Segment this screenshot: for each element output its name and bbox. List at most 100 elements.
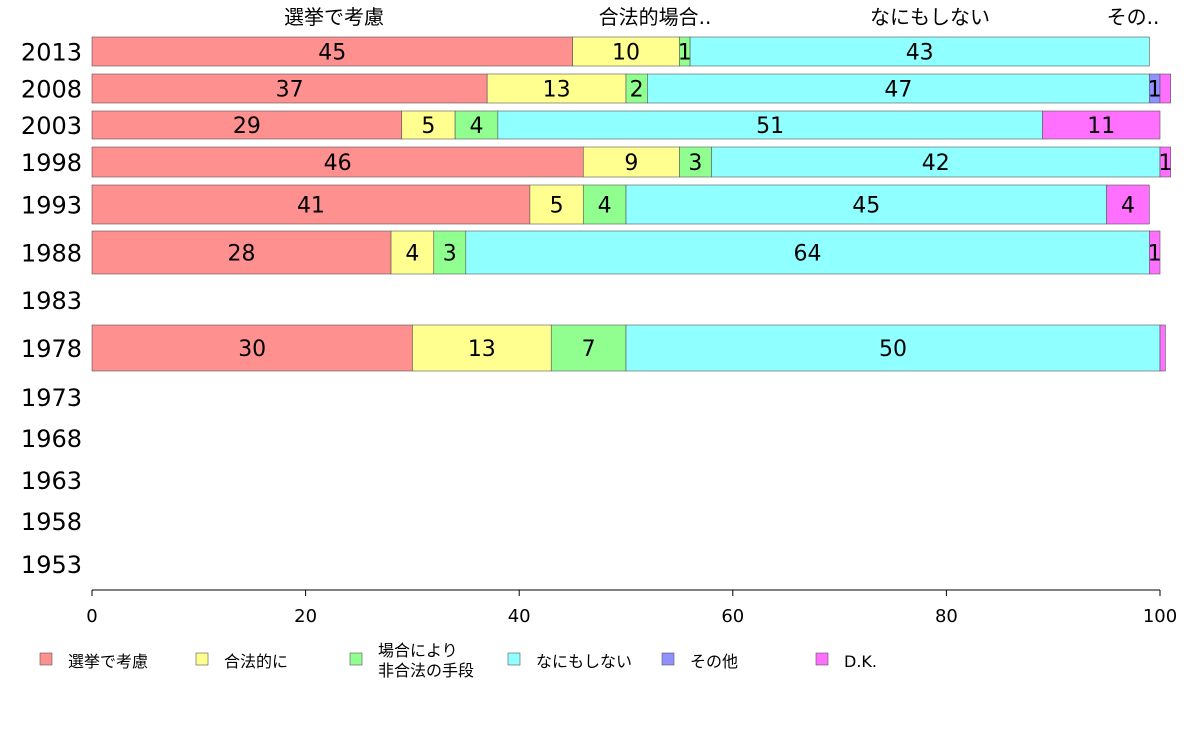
bar-segment xyxy=(91,146,584,178)
legend-label: なにもしない xyxy=(536,652,632,671)
legend-label-line: 場合により xyxy=(378,641,458,660)
bar-segment xyxy=(529,184,584,225)
bar-segment xyxy=(582,146,680,178)
top-column-label: その.. xyxy=(1107,5,1160,29)
x-tick-label: 80 xyxy=(935,606,958,627)
bar-segment xyxy=(572,36,680,67)
data-label: 50 xyxy=(879,337,907,362)
legend-swatch xyxy=(39,652,53,666)
bar-segment xyxy=(1149,230,1161,275)
top-column-label: 合法的場合.. xyxy=(599,5,712,29)
bar-segment xyxy=(486,73,627,104)
bar-segment xyxy=(550,324,627,372)
data-label: 9 xyxy=(624,151,638,176)
data-label: 5 xyxy=(550,194,564,219)
bar-segment xyxy=(679,146,712,178)
legend-swatch xyxy=(507,652,521,666)
x-tick-label: 100 xyxy=(1143,606,1177,627)
x-tick-label: 20 xyxy=(294,606,317,627)
data-label: 45 xyxy=(852,194,880,219)
legend-label: D.K. xyxy=(844,652,877,671)
bar-segment xyxy=(625,324,1161,372)
bar-segment xyxy=(433,230,467,275)
category-label: 1973 xyxy=(21,384,82,412)
data-label: 1 xyxy=(1158,151,1172,176)
legend-label: 選挙で考慮 xyxy=(68,652,148,671)
data-label: 37 xyxy=(276,78,304,103)
legend-label: 場合により非合法の手段 xyxy=(378,641,474,680)
data-label: 64 xyxy=(794,242,822,267)
data-label: 45 xyxy=(318,41,346,66)
category-label: 2013 xyxy=(21,39,82,67)
data-label: 46 xyxy=(324,151,352,176)
bar-segment xyxy=(689,36,1150,67)
legend-label-line: 非合法の手段 xyxy=(378,661,474,680)
bar-segment xyxy=(711,146,1161,178)
data-label: 1 xyxy=(678,41,692,66)
data-label: 4 xyxy=(598,194,612,219)
category-label: 1958 xyxy=(21,508,82,536)
bar-segment xyxy=(412,324,552,372)
top-column-label: 選挙で考慮 xyxy=(284,5,384,29)
category-label: 1963 xyxy=(21,467,82,495)
data-label: 4 xyxy=(1121,194,1135,219)
bar-segment xyxy=(582,184,627,225)
legend-label: 合法的に xyxy=(224,652,288,671)
top-column-label: なにもしない xyxy=(870,5,990,29)
legend-swatch xyxy=(349,652,363,666)
data-label: 13 xyxy=(468,337,496,362)
data-label: 7 xyxy=(582,337,596,362)
bar-segment xyxy=(91,230,392,275)
category-label: 1978 xyxy=(21,335,82,363)
data-label: 47 xyxy=(884,78,912,103)
bar-segment xyxy=(1159,324,1166,372)
bar-segment xyxy=(91,184,531,225)
data-label: 41 xyxy=(297,194,325,219)
data-label: 3 xyxy=(688,151,702,176)
data-label: 30 xyxy=(238,337,266,362)
x-tick-label: 0 xyxy=(86,606,97,627)
x-tick-label: 60 xyxy=(721,606,744,627)
data-label: 42 xyxy=(922,151,950,176)
data-label: 13 xyxy=(543,78,571,103)
data-label: 29 xyxy=(233,114,261,139)
legend-swatch xyxy=(661,652,675,666)
bar-segment xyxy=(1106,184,1150,225)
category-label: 2008 xyxy=(21,76,82,104)
data-label: 1 xyxy=(1148,78,1162,103)
bar-segment xyxy=(454,110,499,140)
category-label: 2003 xyxy=(21,112,82,140)
x-tick-label: 40 xyxy=(508,606,531,627)
bar-segment xyxy=(465,230,1150,275)
data-label: 2 xyxy=(630,78,644,103)
category-label: 1998 xyxy=(21,149,82,177)
category-label: 1953 xyxy=(21,551,82,579)
data-label: 5 xyxy=(421,114,435,139)
bar-segment xyxy=(497,110,1043,140)
data-label: 11 xyxy=(1087,114,1115,139)
bar-segment xyxy=(647,73,1150,104)
data-label: 43 xyxy=(906,41,934,66)
category-label: 1993 xyxy=(21,192,82,220)
data-label: 4 xyxy=(405,242,419,267)
bar-segment xyxy=(91,324,413,372)
bar-segment xyxy=(625,184,1107,225)
data-label: 28 xyxy=(228,242,256,267)
bar-segment xyxy=(401,110,456,140)
bar-segment xyxy=(91,36,573,67)
data-label: 51 xyxy=(756,114,784,139)
data-label: 4 xyxy=(469,114,483,139)
category-label: 1968 xyxy=(21,425,82,453)
category-label: 1983 xyxy=(21,287,82,315)
category-label: 1988 xyxy=(21,240,82,268)
bar-segment xyxy=(1042,110,1161,140)
bar-segment xyxy=(1159,146,1171,178)
legend-swatch xyxy=(815,652,829,666)
data-label: 10 xyxy=(612,41,640,66)
bar-segment xyxy=(1159,73,1171,104)
legend-label: その他 xyxy=(690,652,738,671)
legend-swatch xyxy=(195,652,209,666)
data-label: 3 xyxy=(443,242,457,267)
bar-segment xyxy=(91,110,403,140)
